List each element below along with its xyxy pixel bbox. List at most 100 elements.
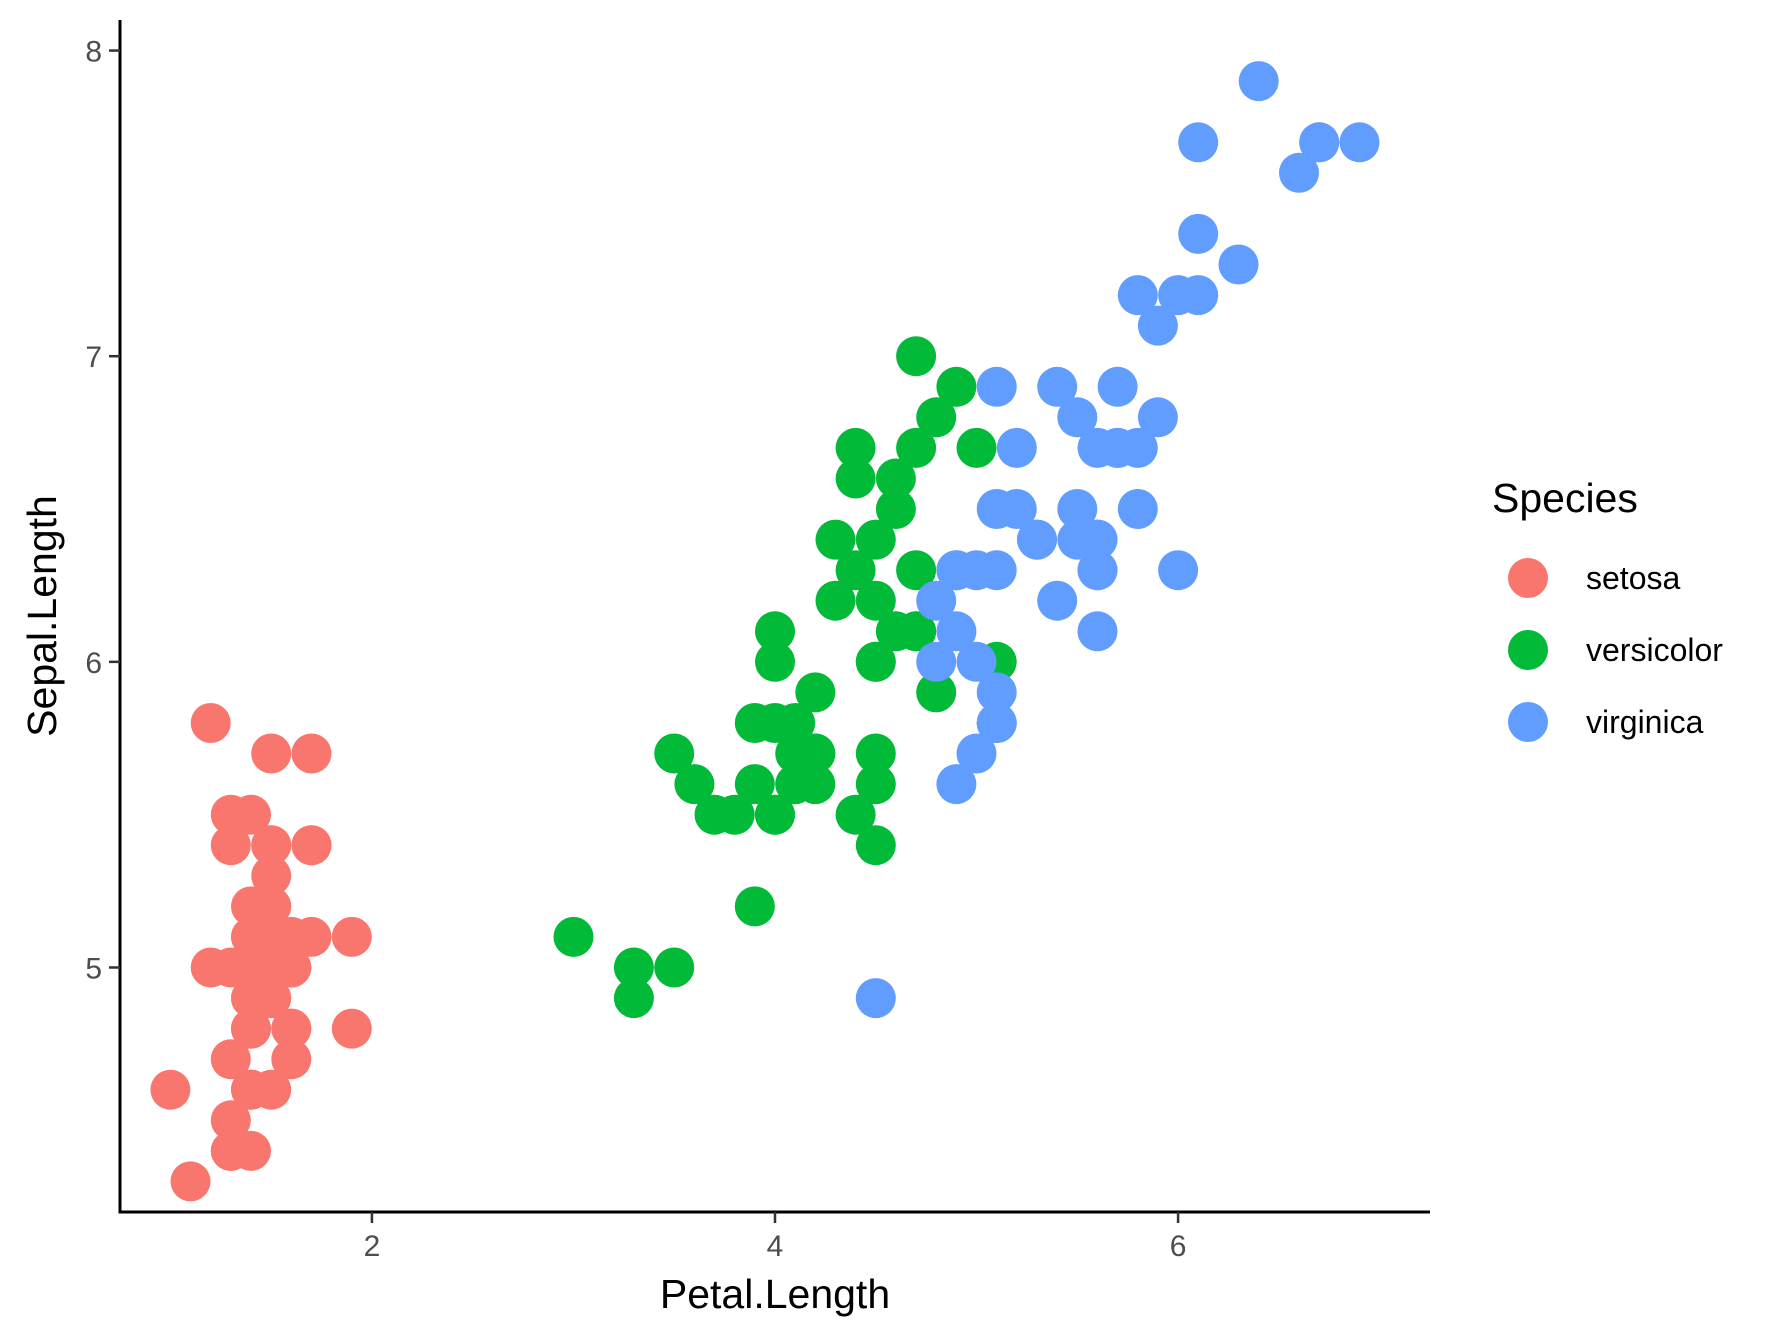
point-virginica xyxy=(936,611,977,652)
point-setosa xyxy=(251,886,292,927)
point-versicolor xyxy=(815,580,856,621)
legend: Species setosa versicolor virginica xyxy=(1492,475,1723,742)
point-setosa xyxy=(271,916,312,957)
point-versicolor xyxy=(613,947,654,988)
point-setosa xyxy=(210,1039,251,1080)
point-virginica xyxy=(1279,152,1319,193)
point-versicolor xyxy=(654,947,695,988)
point-setosa xyxy=(231,1008,271,1049)
point-virginica xyxy=(1077,550,1118,591)
point-setosa xyxy=(291,733,332,774)
point-setosa xyxy=(210,1130,251,1171)
point-setosa xyxy=(210,825,251,866)
point-versicolor xyxy=(755,703,795,743)
point-versicolor xyxy=(775,733,816,774)
point-virginica xyxy=(1097,366,1138,407)
point-virginica xyxy=(1218,244,1259,285)
legend-key-setosa xyxy=(1508,558,1548,598)
point-virginica xyxy=(1057,519,1098,560)
x-tick-label: 4 xyxy=(767,1230,784,1263)
point-virginica xyxy=(956,641,997,682)
point-setosa xyxy=(231,947,271,988)
point-versicolor xyxy=(855,825,896,866)
point-setosa xyxy=(251,825,292,866)
point-versicolor xyxy=(875,489,916,529)
series-virginica xyxy=(855,61,1380,1019)
point-versicolor xyxy=(734,886,775,927)
point-virginica xyxy=(1017,519,1057,560)
point-virginica xyxy=(936,764,977,805)
point-setosa xyxy=(331,1008,372,1049)
points-layer xyxy=(150,61,1380,1202)
x-tick-label: 6 xyxy=(1170,1230,1187,1263)
point-setosa xyxy=(150,1069,191,1110)
point-virginica xyxy=(1037,580,1078,621)
point-versicolor xyxy=(613,978,654,1019)
point-virginica xyxy=(976,366,1017,407)
point-versicolor xyxy=(835,458,876,499)
point-virginica xyxy=(1137,305,1178,346)
point-versicolor xyxy=(916,397,957,438)
point-setosa xyxy=(271,1008,312,1049)
point-versicolor xyxy=(553,916,594,957)
point-setosa xyxy=(251,855,292,896)
point-versicolor xyxy=(855,641,896,682)
point-versicolor xyxy=(855,733,896,774)
legend-label-versicolor: versicolor xyxy=(1586,632,1723,668)
point-versicolor xyxy=(755,794,795,835)
point-virginica xyxy=(1178,122,1219,163)
point-virginica xyxy=(916,641,957,682)
point-virginica xyxy=(996,427,1037,468)
point-setosa xyxy=(210,794,251,835)
point-versicolor xyxy=(896,550,937,591)
point-setosa xyxy=(291,825,332,866)
point-versicolor xyxy=(855,519,896,560)
point-virginica xyxy=(1178,213,1219,254)
point-versicolor xyxy=(654,733,695,774)
legend-label-virginica: virginica xyxy=(1586,704,1704,740)
point-versicolor xyxy=(795,672,836,713)
point-versicolor xyxy=(674,764,715,805)
point-setosa xyxy=(190,703,231,743)
point-virginica xyxy=(1137,397,1178,438)
point-virginica xyxy=(1117,489,1158,529)
point-versicolor xyxy=(896,427,937,468)
point-versicolor xyxy=(835,794,876,835)
legend-key-versicolor xyxy=(1508,630,1548,670)
point-versicolor xyxy=(855,764,896,805)
point-versicolor xyxy=(875,458,916,499)
y-tick-label: 8 xyxy=(85,36,102,69)
x-tick-label: 2 xyxy=(364,1230,381,1263)
legend-label-setosa: setosa xyxy=(1586,560,1680,596)
point-virginica xyxy=(976,672,1017,713)
point-versicolor xyxy=(795,764,836,805)
point-virginica xyxy=(1299,122,1340,163)
point-setosa xyxy=(331,916,372,957)
point-versicolor xyxy=(694,794,735,835)
point-setosa xyxy=(271,1039,312,1080)
point-virginica xyxy=(976,703,1017,743)
y-tick-label: 6 xyxy=(85,647,102,680)
x-axis-title: Petal.Length xyxy=(660,1271,890,1317)
y-tick-label: 5 xyxy=(85,952,102,985)
point-virginica xyxy=(1158,550,1199,591)
point-versicolor xyxy=(896,336,937,377)
point-virginica xyxy=(1158,275,1199,316)
point-virginica xyxy=(996,489,1037,529)
point-setosa xyxy=(231,1069,271,1110)
point-virginica xyxy=(1037,366,1078,407)
point-virginica xyxy=(1097,427,1138,468)
legend-key-virginica xyxy=(1508,702,1548,742)
point-setosa xyxy=(251,733,292,774)
point-virginica xyxy=(1339,122,1380,163)
point-versicolor xyxy=(835,427,876,468)
point-virginica xyxy=(956,733,997,774)
point-versicolor xyxy=(815,519,856,560)
y-axis-title: Sepal.Length xyxy=(19,495,65,737)
y-axis-ticks: 5 6 7 8 xyxy=(85,36,120,985)
point-versicolor xyxy=(755,641,795,682)
point-virginica xyxy=(1057,397,1098,438)
point-setosa xyxy=(271,947,312,988)
point-versicolor xyxy=(855,580,896,621)
